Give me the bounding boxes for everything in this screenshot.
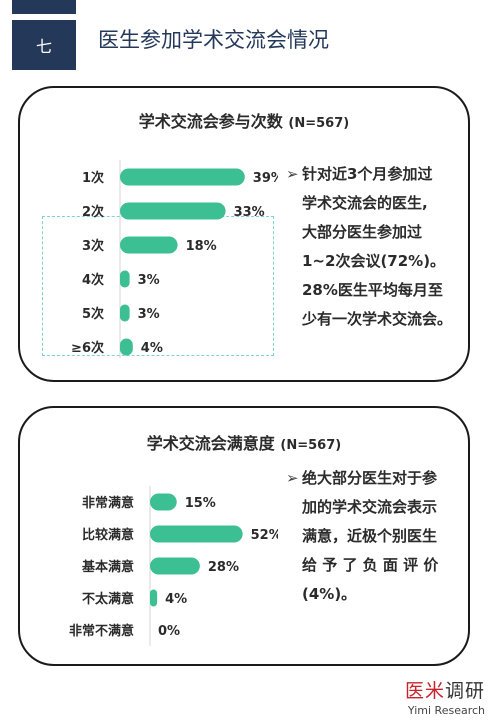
satisfaction-panel: 学术交流会满意度 (N=567) 非常满意 15% 比较满意 52% 基本满意 28% 不太… [18, 406, 470, 666]
participation-chart-title: 学术交流会参与次数 (N=567) [20, 108, 468, 132]
category-label: 5次 [82, 306, 104, 322]
category-label: 比较满意 [82, 527, 134, 543]
top-accent-bar [12, 0, 76, 14]
satisfaction-bar-chart: 非常满意 15% 比较满意 52% 基本满意 28% 不太满意 4% 非常不满意 0% [69, 486, 278, 646]
category-label: 1次 [82, 170, 104, 186]
participation-sample-size: (N=567) [288, 116, 350, 131]
bullet-line: 28%医生平均每月至 [302, 281, 443, 299]
satisfaction-chart-title: 学术交流会满意度 (N=567) [20, 430, 468, 454]
category-label: 非常满意 [82, 495, 134, 511]
bullet-line: 加的学术交流会表示 [302, 498, 438, 516]
satisfaction-bullet-text: ➢ 绝大部分医生对于参加的学术交流会表示 满意，近极个别医生给 予 了 负 面 评 … [286, 464, 458, 609]
participation-bullet-text: ➢ 针对近3个月参加过学术交流会的医生, 大部分医生参加过 1~2次会议(72%)。 2… [286, 160, 466, 334]
bullet-line: 学术交流会的医生, [302, 194, 428, 212]
brand-name-cn: 医米调研 [405, 676, 485, 703]
bar [120, 202, 226, 220]
brand-name-en: Yimi Research [407, 704, 485, 717]
category-label: 2次 [82, 204, 104, 220]
page-title: 医生参加学术交流会情况 [98, 28, 329, 52]
value-label: 15% [185, 496, 216, 511]
bar [120, 304, 130, 322]
bullet-line: 少有一次学术交流会。 [302, 310, 453, 328]
value-label: 33% [234, 205, 265, 220]
bullet-line: 满意，近极个别医生 [302, 527, 438, 545]
category-label: 3次 [82, 238, 104, 254]
value-label: 3% [138, 307, 160, 322]
bullet-line: 大部分医生参加过 [302, 223, 423, 241]
bullet-arrow-icon: ➢ [286, 469, 299, 487]
value-label: 39% [253, 171, 278, 186]
brand-logo: 医米调研 Yimi Research [405, 676, 485, 717]
bar [150, 493, 177, 511]
category-label: 4次 [82, 272, 104, 288]
value-label: 28% [208, 560, 239, 575]
bar [150, 557, 200, 575]
value-label: 52% [251, 528, 278, 543]
participation-bar-chart: 1次 39% 2次 33% 3次 18% 4次 3% 5次 3% ≥6次 4% [71, 160, 278, 358]
satisfaction-title-text: 学术交流会满意度 [146, 434, 275, 453]
value-label: 0% [158, 624, 180, 639]
category-label: 非常不满意 [69, 623, 134, 639]
bullet-line: 给 予 了 负 面 评 价 [302, 556, 439, 574]
category-label: ≥6次 [71, 340, 104, 356]
brand-name-dark: 调研 [444, 680, 485, 702]
brand-name-red: 医米 [404, 680, 445, 702]
bar [120, 338, 133, 356]
bar [150, 525, 243, 543]
value-label: 18% [186, 239, 217, 254]
section-number-badge: 七 [12, 20, 76, 70]
participation-panel: 学术交流会参与次数 (N=567) 1次 39% 2次 33% 3次 18% 4次 3% 5次 3… [18, 86, 470, 382]
bullet-line: ➢ 绝大部分医生对于参 [286, 464, 458, 493]
satisfaction-sample-size: (N=567) [280, 438, 342, 453]
participation-title-text: 学术交流会参与次数 [138, 112, 283, 131]
bullet-line: (4%)。 [302, 585, 357, 603]
bar [120, 236, 178, 254]
bar [120, 270, 130, 288]
bar [150, 589, 158, 607]
bullet-arrow-icon: ➢ [286, 165, 299, 183]
category-label: 基本满意 [81, 559, 134, 575]
bar [120, 168, 245, 186]
bullet-line: 1~2次会议(72%)。 [302, 252, 446, 270]
value-label: 4% [165, 592, 187, 607]
value-label: 4% [141, 341, 163, 356]
category-label: 不太满意 [82, 591, 134, 607]
bullet-line: ➢ 针对近3个月参加过 [286, 160, 466, 189]
value-label: 3% [138, 273, 160, 288]
